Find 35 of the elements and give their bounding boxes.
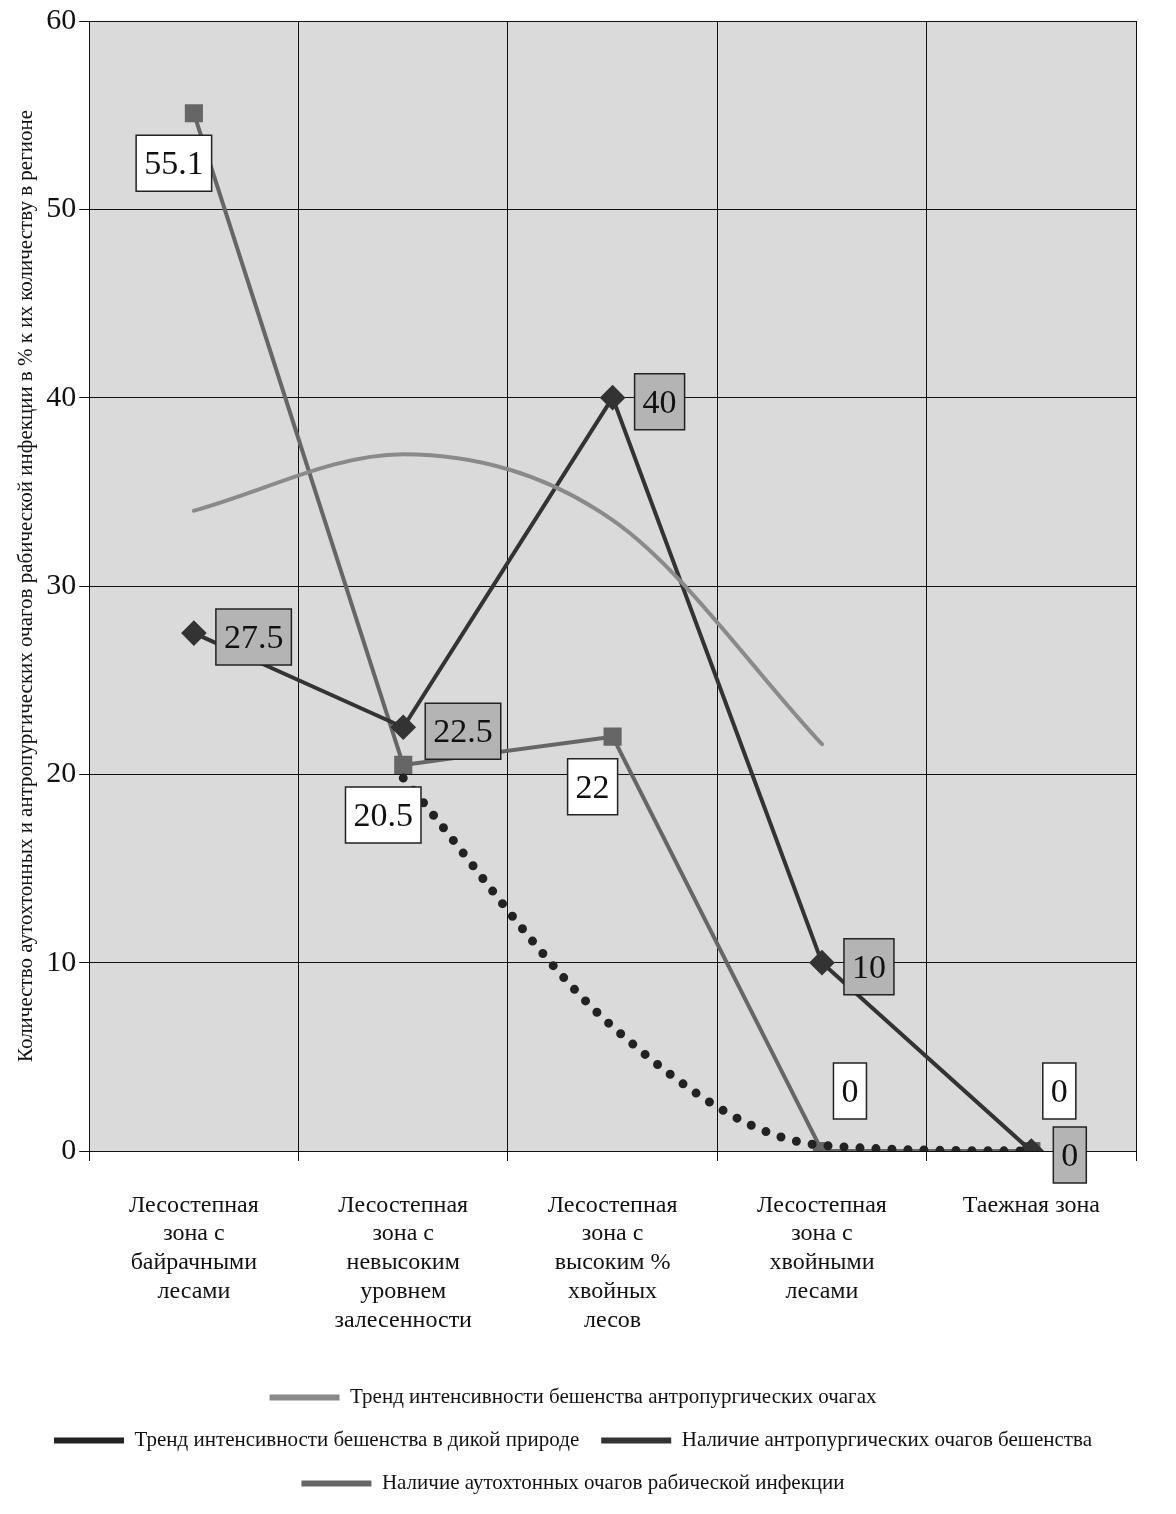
data-label: 20.5	[353, 795, 413, 833]
line-series	[191, 452, 824, 747]
data-label: 22.5	[433, 712, 493, 750]
x-tick-label: Лесостепная зона с хвойными лесами	[757, 1190, 887, 1304]
point	[181, 621, 206, 646]
x-tick-label: Лесостепная зона с байрачными лесами	[128, 1190, 259, 1304]
y-tick-label: 50	[46, 190, 77, 224]
legend-label: Наличие аутохтонных очагов рабической инфекции	[381, 1470, 845, 1495]
point	[391, 715, 416, 740]
data-label: 10	[851, 947, 886, 985]
data-label: 22	[575, 767, 610, 805]
point	[394, 755, 413, 774]
data-label: 0	[1061, 1135, 1079, 1173]
point	[600, 385, 625, 410]
y-axis-title: Количество аутохтонных и антропургических очагов рабической инфекции в % к их количеству в регионе	[13, 109, 38, 1063]
x-tick-label: Лесостепная зона с невысоким уровнем залесенности	[334, 1190, 473, 1332]
x-tick-label: Лесостепная зона с высоким % хвойных лесов	[547, 1190, 678, 1332]
y-tick-label: 10	[46, 943, 77, 977]
data-label: 40	[642, 382, 677, 420]
legend-label: Тренд интенсивности бешенства в дикой природе	[134, 1427, 580, 1452]
y-tick-label: 30	[46, 566, 77, 600]
legend-label: Наличие антропургических очагов бешенства	[681, 1427, 1093, 1452]
data-label: 0	[841, 1071, 859, 1109]
data-label: 0	[1050, 1071, 1068, 1109]
y-tick-label: 0	[61, 1131, 77, 1165]
y-tick-label: 20	[46, 755, 77, 789]
x-tick-label: Таежная зона	[962, 1190, 1101, 1217]
y-tick-label: 60	[46, 1, 77, 35]
data-label: 55.1	[144, 144, 204, 182]
data-label: 27.5	[223, 618, 284, 656]
y-tick-label: 40	[46, 378, 77, 412]
point	[184, 104, 203, 123]
point	[603, 727, 622, 746]
point	[809, 950, 834, 975]
legend-label: Тренд интенсивности бешенства антропургических очагах	[350, 1384, 877, 1409]
